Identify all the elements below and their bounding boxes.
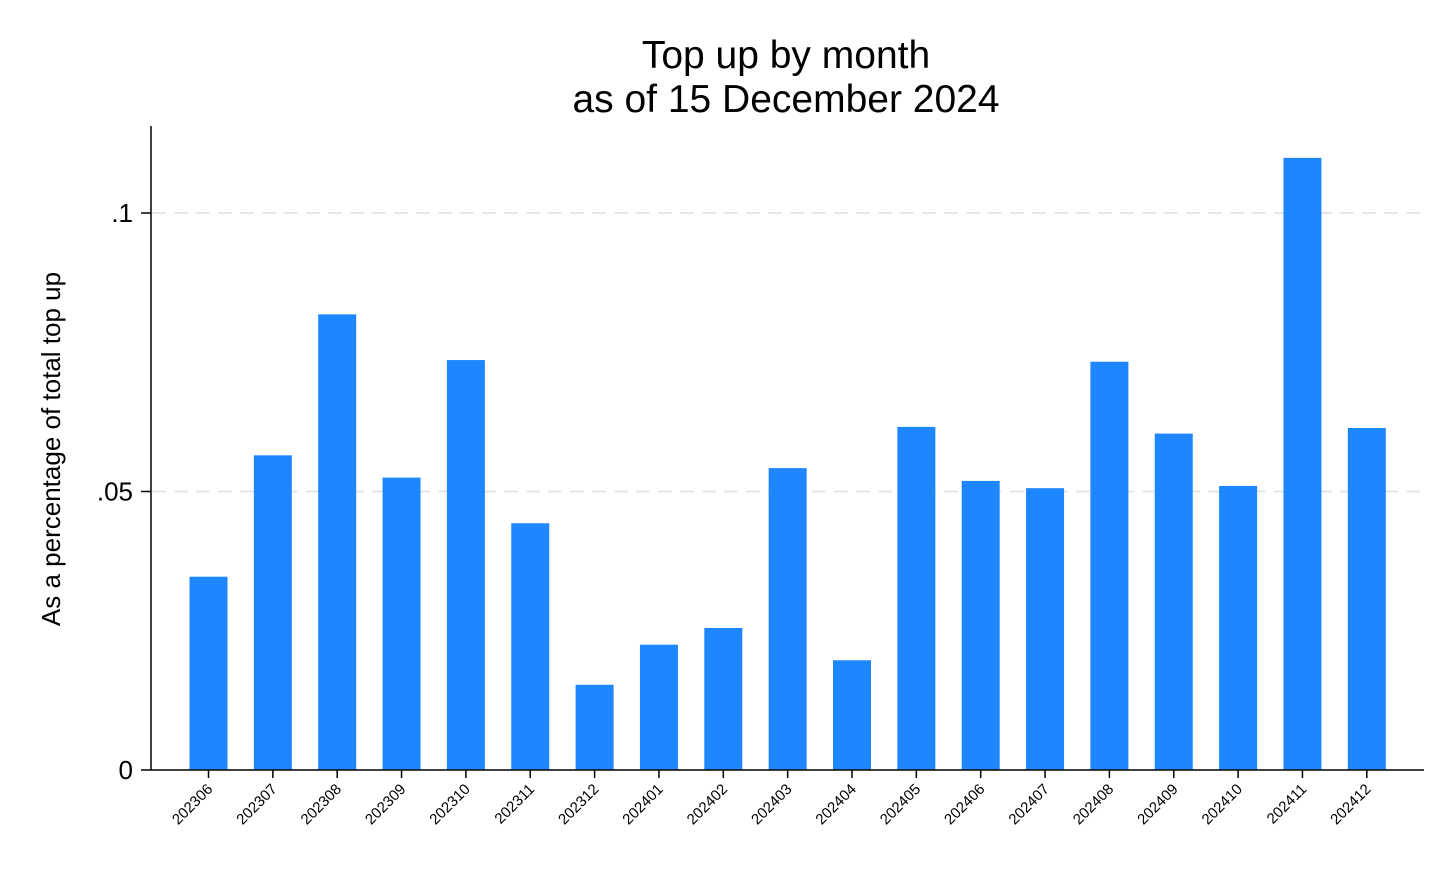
bars [189, 157, 1386, 771]
bar-202404 [833, 660, 871, 770]
bar-202306 [189, 576, 228, 770]
x-tick-label: 202309 [362, 781, 409, 828]
x-tick-label: 202406 [941, 781, 988, 828]
x-tick-label: 202411 [1264, 781, 1311, 828]
x-tick-label: 202408 [1070, 781, 1117, 828]
x-tick-label: 202407 [1005, 781, 1052, 828]
y-tick-label: .05 [97, 477, 133, 507]
x-tick-label: 202410 [1199, 781, 1246, 828]
chart-title: Top up by month as of 15 December 2024 [572, 34, 999, 121]
chart-title-line-1: Top up by month [642, 34, 930, 77]
x-tick-label: 202403 [748, 781, 795, 828]
x-axis-ticks: 202306 202307 202308 202309 202310 202311 2023… [169, 770, 1375, 828]
x-tick-label: 202401 [619, 781, 666, 828]
bar-202307 [253, 455, 292, 770]
bar-202406 [961, 480, 1000, 770]
x-tick-label: 202307 [233, 781, 280, 828]
bar-202403 [768, 468, 807, 770]
bar-202407 [1026, 488, 1065, 770]
chart-title-line-2: as of 15 December 2024 [572, 78, 999, 121]
bar-202401 [639, 644, 678, 770]
bar-202409 [1154, 433, 1193, 770]
x-tick-label: 202310 [426, 781, 473, 828]
grid-lines [152, 212, 1424, 493]
bar-202405 [897, 426, 936, 770]
bar-202311 [511, 523, 550, 770]
y-axis-label: As a percentage of total top up [36, 272, 66, 626]
x-tick-label: 202312 [555, 781, 602, 828]
x-tick-label: 202402 [684, 781, 731, 828]
x-tick-label: 202405 [877, 781, 924, 828]
x-tick-label: 202308 [298, 781, 345, 828]
x-tick-label: 202404 [812, 781, 859, 828]
x-tick-label: 202306 [169, 781, 216, 828]
bar-202412 [1347, 428, 1386, 770]
y-tick-label: .1 [111, 198, 133, 228]
bar-202410 [1219, 485, 1258, 770]
bar-202408 [1090, 361, 1129, 770]
bar-202309 [382, 477, 421, 770]
bar-202310 [446, 360, 485, 770]
bar-202312 [575, 684, 614, 770]
bar-202411 [1283, 157, 1322, 771]
x-tick-label: 202412 [1327, 781, 1374, 828]
x-tick-label: 202409 [1134, 781, 1181, 828]
bar-202402 [704, 627, 743, 770]
x-tick-label: 202311 [491, 781, 538, 828]
bar-202308 [318, 314, 357, 770]
y-axis-ticks: 0 .05 .1 [97, 198, 151, 785]
y-tick-label: 0 [119, 755, 133, 785]
